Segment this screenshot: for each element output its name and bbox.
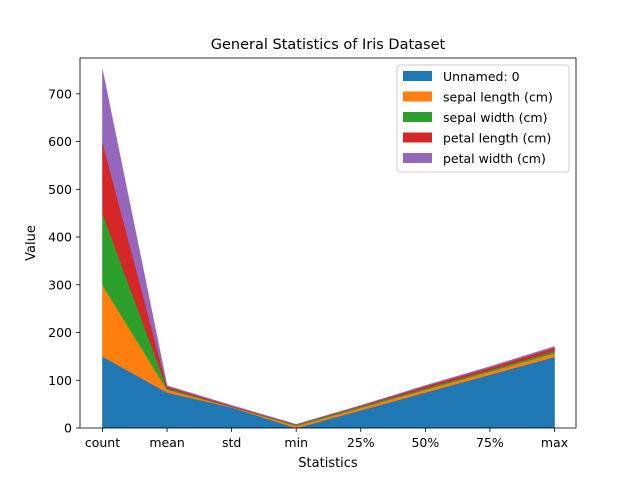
x-tick-label: mean xyxy=(149,435,184,450)
y-tick-label: 0 xyxy=(64,421,72,436)
legend-swatch xyxy=(403,71,432,81)
chart-title: General Statistics of Iris Dataset xyxy=(211,37,446,53)
x-tick-label: 50% xyxy=(411,435,439,450)
x-tick-label: count xyxy=(85,435,120,450)
legend-swatch xyxy=(403,112,432,122)
legend-label: petal length (cm) xyxy=(443,131,551,146)
legend-swatch xyxy=(403,153,432,163)
x-tick-label: 75% xyxy=(476,435,504,450)
legend-swatch xyxy=(403,91,432,102)
legend-label: petal width (cm) xyxy=(443,151,546,166)
x-tick-label: std xyxy=(222,435,241,450)
x-tick-label: 25% xyxy=(347,435,375,450)
plot-frame xyxy=(79,57,577,429)
x-tick-label: min xyxy=(284,435,308,450)
legend-swatch xyxy=(403,132,432,143)
y-tick-label: 400 xyxy=(48,230,72,245)
x-axis: count mean std min 25% 50% 75% max xyxy=(85,428,568,450)
y-axis-label: Value xyxy=(24,225,39,261)
y-tick-label: 500 xyxy=(48,182,72,197)
legend: Unnamed: 0 sepal length (cm) sepal width (… xyxy=(396,64,570,173)
y-tick-label: 700 xyxy=(48,86,72,101)
y-axis: 0 100 200 300 400 500 600 700 xyxy=(48,86,80,436)
y-tick-label: 100 xyxy=(48,373,72,388)
y-tick-label: 300 xyxy=(48,277,72,292)
y-tick-label: 200 xyxy=(48,325,72,340)
legend-box xyxy=(396,64,570,173)
area-series-4 xyxy=(102,69,555,425)
x-axis-label: Statistics xyxy=(298,456,358,471)
legend-label: sepal length (cm) xyxy=(443,90,553,105)
x-tick-label: max xyxy=(541,435,568,450)
legend-label: Unnamed: 0 xyxy=(443,69,520,84)
y-tick-label: 600 xyxy=(48,134,72,149)
legend-label: sepal width (cm) xyxy=(443,110,547,125)
